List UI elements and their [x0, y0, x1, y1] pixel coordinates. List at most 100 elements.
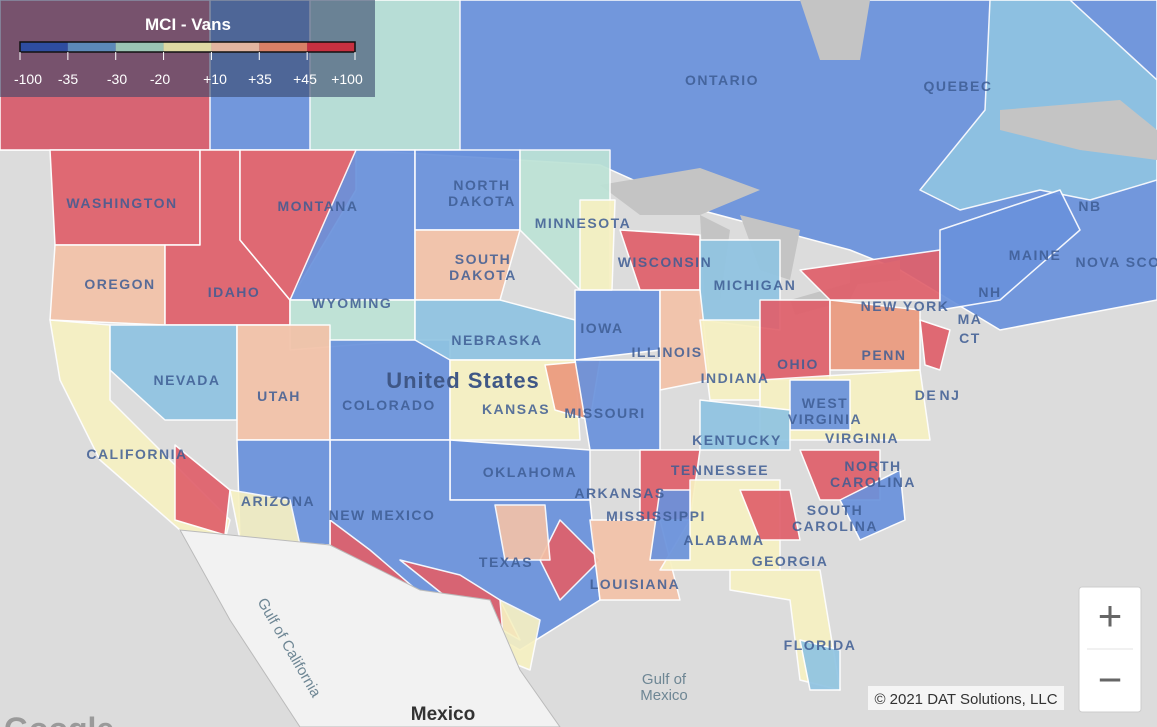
legend-bar: -100 -35 -30 -20 +10 +35 +45 +100	[14, 41, 363, 87]
legend-swatch	[307, 42, 355, 52]
place-label: SOUTH	[807, 502, 864, 518]
place-label: Mexico	[640, 687, 688, 704]
legend-title: MCI - Vans	[145, 15, 231, 34]
legend-tick-label: +100	[331, 71, 363, 87]
place-label: United States	[386, 368, 540, 393]
region	[649, 489, 691, 561]
place-label: WYOMING	[312, 295, 393, 311]
place-label: GEORGIA	[752, 553, 829, 569]
legend: MCI - Vans -100 -35 -30 -20 +10 +35 +45 +100	[0, 0, 375, 97]
region	[739, 489, 801, 541]
place-label: Gulf of	[642, 671, 687, 688]
place-label: KENTUCKY	[692, 432, 782, 448]
place-label: TEXAS	[479, 554, 533, 570]
mexico-land	[179, 529, 561, 727]
place-label: QUEBEC	[924, 78, 993, 94]
legend-tick-label: +35	[248, 71, 272, 87]
region	[799, 639, 841, 691]
region	[839, 469, 906, 541]
place-label: ONTARIO	[685, 72, 759, 88]
place-label: NB	[1078, 198, 1101, 214]
place-label: WEST	[802, 395, 848, 411]
legend-swatch	[163, 42, 212, 52]
place-label: CALIFORNIA	[86, 446, 187, 462]
zoom-control: + −	[1078, 586, 1142, 713]
place-label: NEW YORK	[861, 298, 950, 314]
place-label: DAKOTA	[448, 193, 516, 209]
copyright-box	[868, 686, 1064, 710]
place-label: WASHINGTON	[66, 195, 177, 211]
legend-tick-label: -20	[150, 71, 170, 87]
lake	[600, 168, 760, 215]
legend-swatch	[67, 42, 116, 52]
place-label: CT	[959, 330, 981, 346]
place-label: DE	[915, 387, 937, 403]
place-label: NJ	[940, 387, 961, 403]
place-label: NEVADA	[153, 372, 220, 388]
place-label: VIRGINIA	[788, 411, 862, 427]
place-label: FLORIDA	[784, 637, 857, 653]
labels: ONTARIO QUEBECNORTHDAKOTAMINNESOTAMONTANA…	[66, 72, 1157, 725]
place-label: NH	[978, 284, 1001, 300]
place-label: UTAH	[257, 388, 301, 404]
place-label: MISSISSIPPI	[606, 508, 706, 524]
legend-swatch	[211, 42, 260, 52]
region	[699, 399, 791, 451]
place-label: WISCONSIN	[618, 254, 712, 270]
place-label: NORTH	[844, 458, 901, 474]
legend-tick-label: -30	[107, 71, 127, 87]
place-label: COLORADO	[342, 397, 436, 413]
place-label: OKLAHOMA	[483, 464, 577, 480]
region	[579, 199, 616, 291]
place-label: MA	[958, 311, 983, 327]
region	[919, 0, 1157, 211]
place-label: ARIZONA	[241, 493, 315, 509]
place-label: MISSOURI	[564, 405, 645, 421]
region	[919, 319, 951, 371]
place-label: PENN	[862, 347, 907, 363]
place-label: NORTH	[453, 177, 510, 193]
place-label: OHIO	[777, 356, 819, 372]
place-label: MINNESOTA	[535, 215, 631, 231]
place-label: SOUTH	[455, 251, 512, 267]
legend-tick-label: -100	[14, 71, 42, 87]
place-label: VIRGINIA	[825, 430, 899, 446]
place-label: CAROLINA	[830, 474, 916, 490]
place-label: ARKANSAS	[574, 485, 665, 501]
place-label: OREGON	[84, 276, 155, 292]
place-label: IOWA	[580, 320, 623, 336]
legend-swatch	[115, 42, 164, 52]
place-label: Mexico	[411, 704, 475, 725]
legend-tick-label: -35	[58, 71, 78, 87]
legend-swatch	[20, 42, 68, 52]
place-label: KANSAS	[482, 401, 550, 417]
place-label: LOUISIANA	[590, 576, 681, 592]
region	[494, 504, 551, 561]
place-label: IDAHO	[208, 284, 261, 300]
region	[699, 319, 761, 401]
region	[236, 324, 331, 441]
place-label: NEBRASKA	[451, 332, 542, 348]
water	[800, 0, 870, 60]
zoom-in[interactable]: +	[1098, 592, 1123, 639]
place-label: ILLINOIS	[631, 344, 702, 360]
zoom-out[interactable]: −	[1098, 656, 1123, 703]
region	[449, 359, 581, 441]
place-label: INDIANA	[701, 370, 770, 386]
legend-swatch	[259, 42, 308, 52]
place-label: DAKOTA	[449, 267, 517, 283]
place-label: MONTANA	[277, 198, 358, 214]
place-label: NOVA SCO	[1075, 254, 1157, 270]
place-label: TENNESSEE	[671, 462, 769, 478]
region	[109, 324, 238, 421]
water	[1000, 100, 1157, 160]
place-label: CAROLINA	[792, 518, 878, 534]
place-label: ALABAMA	[683, 532, 764, 548]
legend-tick-label: +10	[203, 71, 227, 87]
legend-frame	[19, 41, 356, 53]
copyright: © 2021 DAT Solutions, LLC	[874, 691, 1057, 708]
place-label: MICHIGAN	[714, 277, 797, 293]
place-label: MAINE	[1009, 247, 1062, 263]
logo: Google	[4, 711, 114, 727]
